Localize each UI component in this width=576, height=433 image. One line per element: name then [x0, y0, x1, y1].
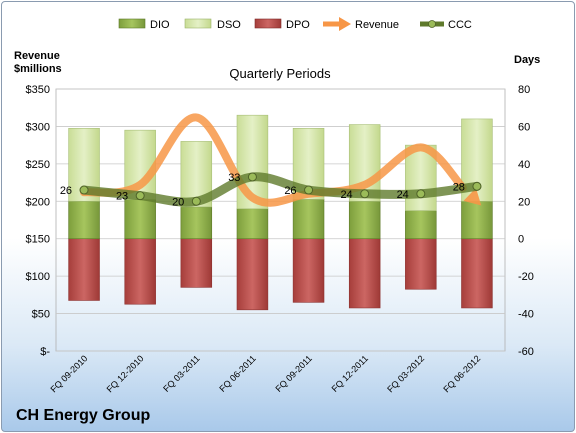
legend-swatch-dio: [118, 18, 146, 29]
ccc-point: [79, 185, 89, 195]
ccc-point: [304, 185, 314, 195]
bar-dio: [348, 200, 381, 240]
revenue-line: [80, 113, 467, 207]
ccc-data-labels: 26 23 20 33 26 24 24 28: [60, 172, 465, 208]
left-tick-label: $150: [26, 234, 50, 246]
ccc-point: [360, 189, 370, 199]
bar-dio: [292, 199, 325, 240]
left-tick-label: $250: [26, 159, 50, 171]
legend-label-dio: DIO: [150, 19, 170, 31]
ccc-line: [79, 172, 482, 207]
right-tick-label: -60: [518, 346, 534, 358]
company-name: CH Energy Group: [16, 407, 150, 424]
right-tick-label: -20: [518, 271, 534, 283]
bar-dpo: [405, 238, 437, 290]
ccc-point: [472, 181, 482, 191]
category-label: FQ 03-2012: [385, 353, 426, 394]
bar-dio: [180, 206, 213, 240]
legend-label-dpo: DPO: [286, 19, 310, 31]
right-tick-label: 80: [518, 84, 530, 96]
category-label: FQ 12-2010: [105, 353, 146, 394]
right-tick-label: 40: [518, 159, 530, 171]
ccc-point: [416, 189, 426, 199]
legend-swatch-ccc: [420, 20, 444, 28]
left-tick-label: $50: [32, 309, 50, 321]
bar-dpo: [180, 238, 213, 288]
left-axis: $- $50 $100 $150 $200 $250 $300 $350: [26, 84, 51, 358]
bar-dpo: [461, 238, 493, 309]
bar-dio: [68, 200, 100, 240]
right-tick-label: 0: [518, 234, 524, 246]
bar-dpo: [348, 238, 381, 309]
ccc-point: [191, 196, 201, 206]
category-label: FQ 03-2011: [161, 353, 202, 394]
ccc-data-label: 26: [60, 185, 72, 197]
left-tick-label: $-: [40, 346, 50, 358]
gridlines: [56, 88, 505, 352]
bar-dpo: [292, 238, 325, 303]
legend-label-dso: DSO: [217, 19, 241, 31]
left-axis-title-line2: $millions: [14, 63, 62, 75]
bar-dpo: [236, 238, 269, 311]
right-axis: -60 -40 -20 0 20 40 60 80: [518, 84, 534, 358]
bar-dio: [236, 208, 269, 240]
legend: DIO DSO DPO Revenue CCC: [118, 17, 472, 31]
category-label: FQ 06-2012: [441, 353, 482, 394]
ccc-series: [79, 172, 482, 207]
bar-series: [68, 114, 493, 311]
category-label: FQ 12-2011: [330, 353, 371, 394]
ccc-point: [247, 172, 257, 182]
legend-swatch-revenue: [323, 17, 351, 31]
ccc-data-label: 28: [453, 181, 465, 193]
bar-dpo: [68, 238, 100, 301]
right-tick-label: -40: [518, 309, 534, 321]
right-tick-label: 20: [518, 196, 530, 208]
category-label: FQ 09-2010: [48, 353, 89, 394]
left-axis-title-line1: Revenue: [14, 50, 60, 62]
category-label: FQ 09-2011: [273, 353, 314, 394]
ccc-data-label: 20: [172, 196, 184, 208]
chart-title: Quarterly Periods: [229, 66, 331, 81]
right-tick-label: 60: [518, 121, 530, 133]
ccc-point: [135, 191, 145, 201]
plot-area: [55, 88, 506, 352]
bar-dio: [461, 200, 493, 240]
legend-label-revenue: Revenue: [355, 19, 399, 31]
bar-dpo: [124, 238, 156, 305]
ccc-data-label: 24: [340, 189, 352, 201]
legend-label-ccc: CCC: [448, 19, 472, 31]
right-axis-title: Days: [514, 54, 540, 66]
revenue-arrowhead: [463, 187, 482, 206]
legend-swatch-dso: [184, 18, 212, 29]
left-tick-label: $100: [26, 271, 50, 283]
ccc-data-label: 23: [116, 191, 128, 203]
bar-dio: [405, 210, 437, 240]
ccc-data-label: 24: [397, 189, 409, 201]
left-tick-label: $300: [26, 121, 50, 133]
category-axis: FQ 09-2010 FQ 12-2010 FQ 03-2011 FQ 06-2011…: [48, 353, 482, 394]
left-tick-label: $200: [26, 196, 50, 208]
bar-dio: [124, 199, 156, 240]
left-tick-label: $350: [26, 84, 50, 96]
revenue-series: [80, 113, 482, 207]
category-label: FQ 06-2011: [217, 353, 258, 394]
ccc-data-label: 33: [228, 172, 240, 184]
ccc-data-label: 26: [284, 185, 296, 197]
legend-swatch-dpo: [254, 18, 282, 29]
